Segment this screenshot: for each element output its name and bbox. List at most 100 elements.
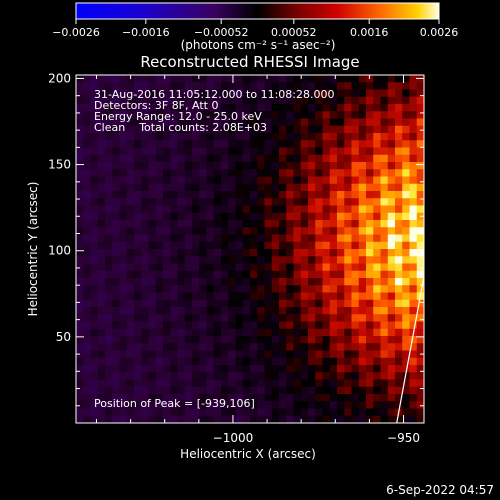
heatmap-cell xyxy=(83,415,91,423)
heatmap-cell xyxy=(112,220,120,228)
heatmap-cell xyxy=(286,227,294,235)
heatmap-cell xyxy=(90,336,99,344)
heatmap-cell xyxy=(170,118,178,127)
heatmap-cell xyxy=(177,278,186,286)
heatmap-cell xyxy=(250,285,258,293)
heatmap-cell xyxy=(112,147,120,156)
heatmap-cell xyxy=(148,336,157,344)
heatmap-cell xyxy=(300,75,309,83)
heatmap-cell xyxy=(235,386,244,395)
heatmap-cell xyxy=(409,96,418,105)
heatmap-cell xyxy=(373,104,381,112)
heatmap-cell xyxy=(206,394,215,402)
heatmap-cell xyxy=(148,162,157,170)
heatmap-cell xyxy=(329,350,338,359)
heatmap-cell xyxy=(119,220,128,228)
heatmap-cell xyxy=(76,299,84,308)
heatmap-cell xyxy=(170,133,178,141)
heatmap-cell xyxy=(192,234,200,243)
heatmap-cell xyxy=(90,133,99,141)
heatmap-cell xyxy=(134,183,142,192)
heatmap-cell xyxy=(279,169,287,177)
heatmap-cell xyxy=(163,408,171,417)
heatmap-cell xyxy=(387,169,396,177)
heatmap-cell xyxy=(221,415,229,423)
heatmap-cell xyxy=(90,212,99,221)
heatmap-cell xyxy=(387,176,396,185)
heatmap-cell xyxy=(163,336,171,344)
heatmap-cell xyxy=(199,379,207,388)
heatmap-cell xyxy=(206,299,215,308)
heatmap-cell xyxy=(90,227,99,235)
heatmap-cell xyxy=(409,212,418,221)
heatmap-cell xyxy=(416,169,424,177)
heatmap-cell xyxy=(293,321,302,330)
heatmap-cell xyxy=(155,336,164,344)
heatmap-cell xyxy=(279,408,287,417)
heatmap-cell xyxy=(322,408,331,417)
heatmap-cell xyxy=(242,118,251,127)
heatmap-cell xyxy=(170,394,178,402)
heatmap-cell xyxy=(380,140,389,148)
heatmap-cell xyxy=(126,104,135,112)
heatmap-cell xyxy=(221,285,229,293)
heatmap-cell xyxy=(337,386,345,395)
annotation-block: 31-Aug-2016 11:05:12.000 to 11:08:28.000… xyxy=(94,88,335,410)
heatmap-cell xyxy=(141,379,149,388)
heatmap-cell xyxy=(90,394,99,402)
heatmap-cell xyxy=(373,307,381,315)
heatmap-cell xyxy=(242,104,251,112)
heatmap-cell xyxy=(286,118,294,127)
heatmap-cell xyxy=(177,212,186,221)
heatmap-cell xyxy=(402,285,410,293)
heatmap-cell xyxy=(155,379,164,388)
heatmap-cell xyxy=(242,212,251,221)
heatmap-cell xyxy=(148,328,157,337)
heatmap-cell xyxy=(416,270,424,279)
heatmap-cell xyxy=(300,82,309,90)
heatmap-cell xyxy=(228,147,236,156)
heatmap-cell xyxy=(344,408,352,417)
heatmap-cell xyxy=(329,205,338,214)
heatmap-cell xyxy=(358,104,367,112)
heatmap-cell xyxy=(206,249,215,257)
heatmap-cell xyxy=(264,394,273,402)
heatmap-cell xyxy=(366,154,374,163)
heatmap-cell xyxy=(409,104,418,112)
heatmap-cell xyxy=(76,183,84,192)
heatmap-cell xyxy=(395,227,403,235)
heatmap-cell xyxy=(271,285,280,293)
heatmap-cell xyxy=(148,401,157,409)
heatmap-cell xyxy=(90,147,99,156)
heatmap-cell xyxy=(235,372,244,380)
heatmap-cell xyxy=(134,270,142,279)
heatmap-cell xyxy=(213,386,222,395)
heatmap-cell xyxy=(286,89,294,98)
heatmap-cell xyxy=(177,285,186,293)
heatmap-cell xyxy=(358,169,367,177)
heatmap-cell xyxy=(366,285,374,293)
heatmap-cell xyxy=(97,415,106,423)
heatmap-cell xyxy=(97,234,106,243)
heatmap-cell xyxy=(373,372,381,380)
heatmap-cell xyxy=(409,249,418,257)
heatmap-cell xyxy=(221,234,229,243)
heatmap-cell xyxy=(141,118,149,127)
heatmap-cell xyxy=(351,241,360,250)
heatmap-cell xyxy=(293,169,302,177)
colorbar-tick-label: −0.0016 xyxy=(122,26,170,39)
heatmap-cell xyxy=(308,350,316,359)
heatmap-cell xyxy=(264,278,273,286)
heatmap-cell xyxy=(293,365,302,373)
heatmap-cell xyxy=(112,183,120,192)
heatmap-cell xyxy=(141,365,149,373)
heatmap-cell xyxy=(380,343,389,351)
heatmap-cell xyxy=(235,118,244,127)
heatmap-cell xyxy=(105,321,113,330)
heatmap-cell xyxy=(177,299,186,308)
heatmap-cell xyxy=(119,401,128,409)
heatmap-cell xyxy=(141,401,149,409)
heatmap-cell xyxy=(300,408,309,417)
heatmap-cell xyxy=(337,401,345,409)
heatmap-cell xyxy=(402,365,410,373)
